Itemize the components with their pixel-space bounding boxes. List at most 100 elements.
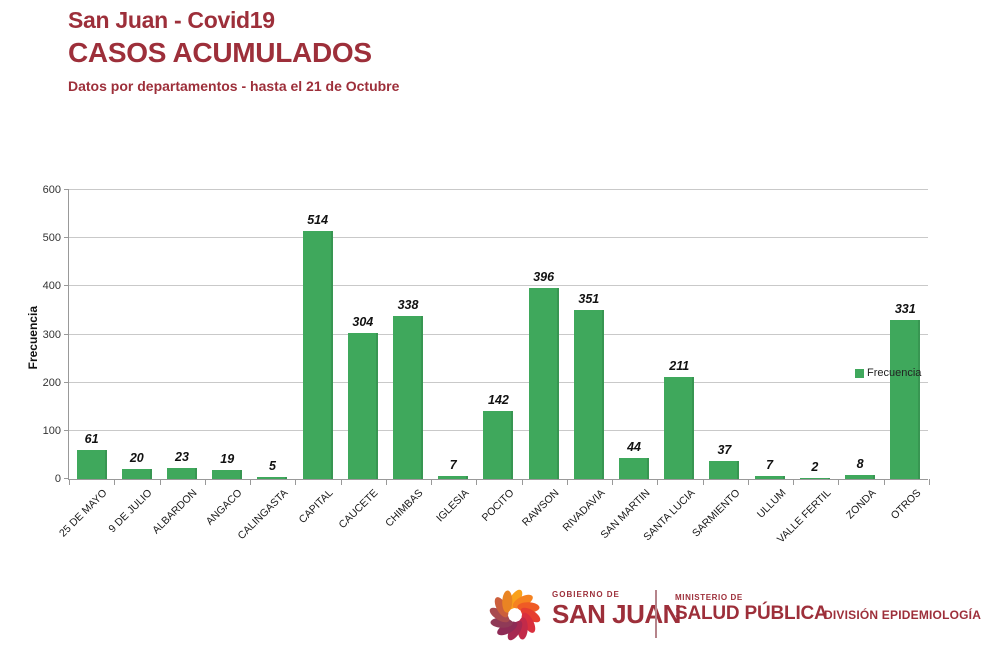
san-juan-pinwheel-logo-icon (489, 589, 541, 641)
bar-cell: 2 (792, 190, 837, 479)
x-tick-label: IGLESIA (433, 487, 472, 525)
x-tick-label: SANTA LUCIA (641, 487, 698, 544)
bar-value-label: 44 (627, 439, 641, 454)
bar-value-label: 7 (766, 457, 774, 472)
bar-value-label: 142 (488, 392, 509, 407)
gridline (69, 237, 928, 239)
bar-value-label: 23 (175, 449, 189, 464)
government-brand-large: SAN JUAN (552, 599, 681, 629)
x-tick-mark (295, 479, 297, 485)
bar (302, 231, 333, 479)
x-tick-label: 25 DE MAYO (56, 487, 110, 540)
y-tick-label: 500 (42, 232, 61, 245)
x-tick-mark (69, 479, 70, 485)
y-tick-label: 600 (42, 184, 61, 196)
x-tick-mark (204, 479, 206, 485)
bar (709, 461, 740, 479)
bar-cell: 514 (295, 190, 340, 479)
bar-cell: 7 (431, 190, 476, 479)
y-tick-mark (64, 381, 69, 383)
y-tick-label: 200 (42, 376, 61, 389)
x-tick-mark (385, 479, 387, 485)
bar-value-label: 8 (856, 457, 864, 472)
bar (347, 332, 378, 479)
bar-value-label: 331 (894, 301, 916, 316)
bar-cell: 23 (159, 190, 204, 479)
bar-cell: 20 (114, 190, 159, 479)
x-tick-label: OTROS (888, 487, 924, 522)
bar-value-label: 514 (307, 213, 329, 228)
bar (393, 316, 424, 479)
x-tick-label: ALBARDON (150, 487, 200, 537)
gridline (69, 333, 928, 335)
x-tick-label: SARMIENTO (690, 487, 743, 540)
legend-label: Frecuencia (867, 367, 922, 379)
bar-value-label: 5 (268, 458, 276, 473)
y-tick-label: 0 (54, 473, 61, 485)
x-tick-mark (747, 479, 749, 485)
title-line2: CASOS ACUMULADOS (68, 37, 372, 68)
x-tick-label: CHIMBAS (383, 487, 426, 530)
bar-value-label: 61 (84, 431, 99, 446)
x-tick-mark (793, 479, 795, 485)
bars-layer: 61 20 23 19 5 514 304 338 7 142 396 351 44 211 37 7 2 8 33… (69, 190, 928, 479)
bar-value-label: 304 (352, 314, 374, 329)
y-tick-mark (64, 478, 69, 479)
x-tick-mark (929, 479, 930, 485)
x-tick-label: RAWSON (520, 487, 562, 529)
bar (76, 449, 107, 479)
bar-value-label: 211 (669, 359, 690, 374)
legend: Frecuencia (855, 367, 921, 379)
bar-cell: 61 (69, 190, 114, 479)
bar-cell: 304 (340, 190, 385, 479)
bar-value-label: 37 (717, 443, 732, 458)
y-tick-mark (64, 429, 69, 431)
bar-cell: 44 (611, 190, 656, 479)
x-tick-mark (250, 479, 252, 485)
bar-value-label: 351 (578, 291, 600, 306)
y-tick-mark (64, 237, 69, 239)
bar-value-label: 396 (533, 270, 555, 285)
gridline (69, 381, 928, 383)
gridline (69, 189, 928, 190)
bar-cell: 338 (385, 190, 430, 479)
bar-cell: 331 (883, 190, 928, 479)
x-tick-mark (521, 479, 523, 485)
x-tick-label: CALINGASTA (235, 487, 291, 542)
ministry-brand-large: SALUD PÚBLICA (675, 603, 828, 624)
x-tick-label: CAUCETE (336, 487, 381, 531)
bar (528, 288, 559, 479)
x-tick-mark (657, 479, 659, 485)
y-tick-label: 400 (42, 280, 61, 293)
x-tick-label: RIVADAVIA (560, 487, 608, 535)
division-label: DIVISIÓN EPIDEMIOLOGÍA (824, 608, 982, 622)
x-tick-label: ANGACO (204, 487, 245, 528)
y-tick-mark (64, 285, 69, 287)
y-tick-label: 300 (42, 328, 61, 341)
x-tick-mark (566, 479, 568, 485)
report-header: San Juan - Covid19 CASOS ACUMULADOS Dato… (68, 7, 399, 94)
x-tick-mark (476, 479, 478, 485)
x-tick-label: VALLE FERTIL (774, 487, 834, 546)
gridline (69, 285, 928, 287)
government-brand-small: GOBIERNO DE (552, 590, 620, 599)
bar (483, 410, 514, 479)
footer: GOBIERNO DE SAN JUAN MINISTERIO DE SALUD… (0, 580, 995, 650)
bar-value-label: 7 (449, 457, 457, 472)
x-tick-mark (159, 479, 161, 485)
bar (257, 476, 288, 479)
x-tick-label: ULLUM (754, 487, 789, 521)
bar (212, 469, 243, 479)
subtitle: Datos por departamentos - hasta el 21 de… (68, 78, 400, 94)
bar (754, 475, 785, 479)
bar (573, 309, 604, 479)
plot-area: 0 100 200 300 400 500 600 61 20 23 19 5 514 304 338 7 1… (43, 184, 930, 546)
bar-cell: 396 (521, 190, 566, 479)
x-tick-label: SAN MARTIN (598, 487, 653, 542)
x-tick-label: POCITO (479, 487, 517, 524)
bar (845, 475, 876, 479)
bar-value-label: 19 (220, 451, 235, 466)
bar (121, 469, 152, 479)
bar (664, 377, 695, 479)
legend-swatch-icon (855, 368, 864, 378)
